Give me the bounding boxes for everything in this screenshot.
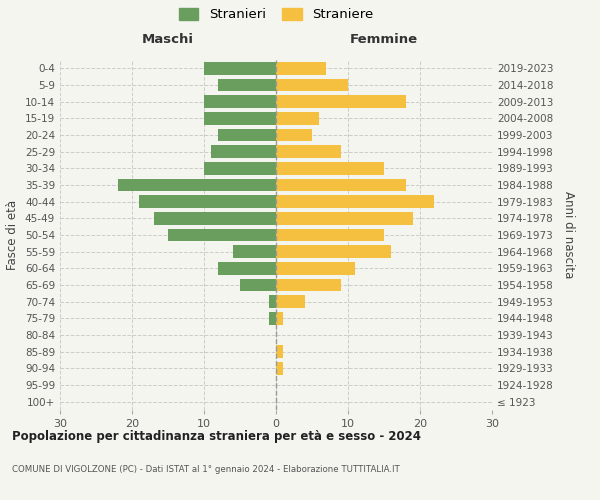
Text: COMUNE DI VIGOLZONE (PC) - Dati ISTAT al 1° gennaio 2024 - Elaborazione TUTTITAL: COMUNE DI VIGOLZONE (PC) - Dati ISTAT al… [12,465,400,474]
Bar [233,246,276,258]
Bar [218,262,276,274]
Bar [276,346,283,358]
Bar [276,246,391,258]
Bar [211,146,276,158]
Bar [276,279,341,291]
Bar [204,112,276,124]
Text: Femmine: Femmine [350,33,418,46]
Bar [269,312,276,324]
Bar [240,279,276,291]
Bar [276,196,434,208]
Text: Maschi: Maschi [142,33,194,46]
Text: Popolazione per cittadinanza straniera per età e sesso - 2024: Popolazione per cittadinanza straniera p… [12,430,421,443]
Bar [276,312,283,324]
Bar [218,79,276,92]
Legend: Stranieri, Straniere: Stranieri, Straniere [175,4,377,26]
Bar [168,229,276,241]
Bar [276,62,326,74]
Y-axis label: Anni di nascita: Anni di nascita [562,192,575,278]
Bar [276,96,406,108]
Bar [204,62,276,74]
Y-axis label: Fasce di età: Fasce di età [7,200,19,270]
Bar [276,296,305,308]
Bar [154,212,276,224]
Bar [276,262,355,274]
Bar [118,179,276,192]
Bar [204,162,276,174]
Bar [276,146,341,158]
Bar [276,162,384,174]
Bar [276,179,406,192]
Bar [276,112,319,124]
Bar [204,96,276,108]
Bar [218,129,276,141]
Bar [276,229,384,241]
Bar [269,296,276,308]
Bar [139,196,276,208]
Bar [276,212,413,224]
Bar [276,362,283,374]
Bar [276,79,348,92]
Bar [276,129,312,141]
